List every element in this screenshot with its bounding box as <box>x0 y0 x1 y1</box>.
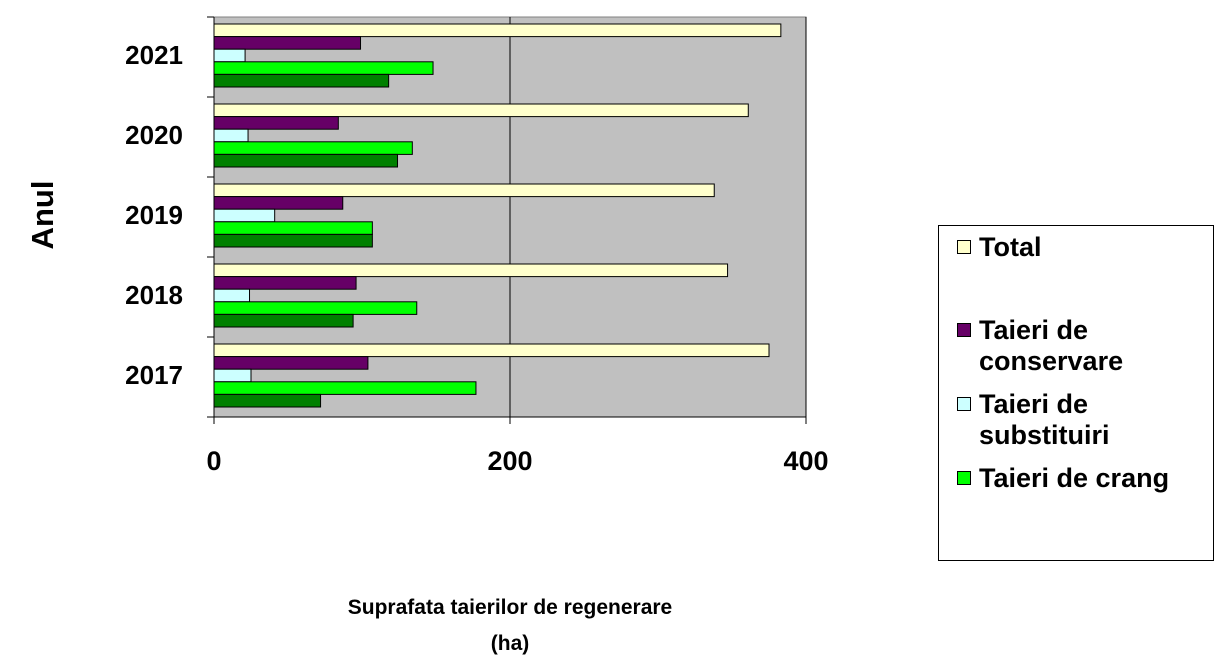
bar <box>213 343 770 358</box>
x-tick-label: 200 <box>487 446 532 476</box>
bar <box>213 233 373 248</box>
legend-swatch <box>957 240 971 254</box>
bar <box>213 356 369 370</box>
bar <box>213 276 357 290</box>
legend-item: Taieri de substituiri <box>957 389 1213 451</box>
bar <box>213 221 373 235</box>
legend-label: Taieri de substituiri <box>979 389 1110 450</box>
bar <box>213 313 354 328</box>
y-tick-label: 2018 <box>125 280 183 310</box>
legend-label: Taieri de conservare <box>979 315 1124 376</box>
bar <box>213 128 249 143</box>
y-tick-label: 2019 <box>125 200 183 230</box>
bar <box>213 116 339 130</box>
bar <box>213 263 729 278</box>
bar <box>213 368 252 383</box>
bar <box>213 48 246 63</box>
legend-swatch <box>957 397 971 411</box>
y-axis-label: Anul <box>25 181 60 250</box>
y-tick-label: 2017 <box>125 360 183 390</box>
x-tick-label: 400 <box>783 446 828 476</box>
legend: Total Taieri de conservare Taieri de subst… <box>938 225 1214 561</box>
bar <box>213 288 251 303</box>
bar <box>213 36 362 50</box>
legend-swatch <box>957 323 971 337</box>
bar <box>213 61 434 75</box>
bar <box>213 153 399 168</box>
bar <box>213 23 782 38</box>
bar <box>213 381 477 395</box>
bar <box>213 208 276 223</box>
legend-item: Taieri de conservare <box>957 315 1213 377</box>
legend-item: Total <box>957 232 1213 263</box>
bar <box>213 73 390 88</box>
y-tick-label: 2020 <box>125 120 183 150</box>
legend-item: Taieri de crang <box>957 463 1213 494</box>
bar <box>213 183 715 198</box>
legend-label: Total <box>979 232 1042 262</box>
bar <box>213 103 749 118</box>
x-tick-label: 0 <box>206 446 221 476</box>
legend-swatch <box>957 471 971 485</box>
bar <box>213 301 418 315</box>
bar <box>213 196 344 210</box>
x-axis-label: Suprafata taierilor de regenerare (ha) <box>347 596 673 655</box>
bar <box>213 393 322 408</box>
bar <box>213 141 413 155</box>
y-tick-label: 2021 <box>125 40 183 70</box>
legend-label: Taieri de crang <box>979 463 1170 493</box>
